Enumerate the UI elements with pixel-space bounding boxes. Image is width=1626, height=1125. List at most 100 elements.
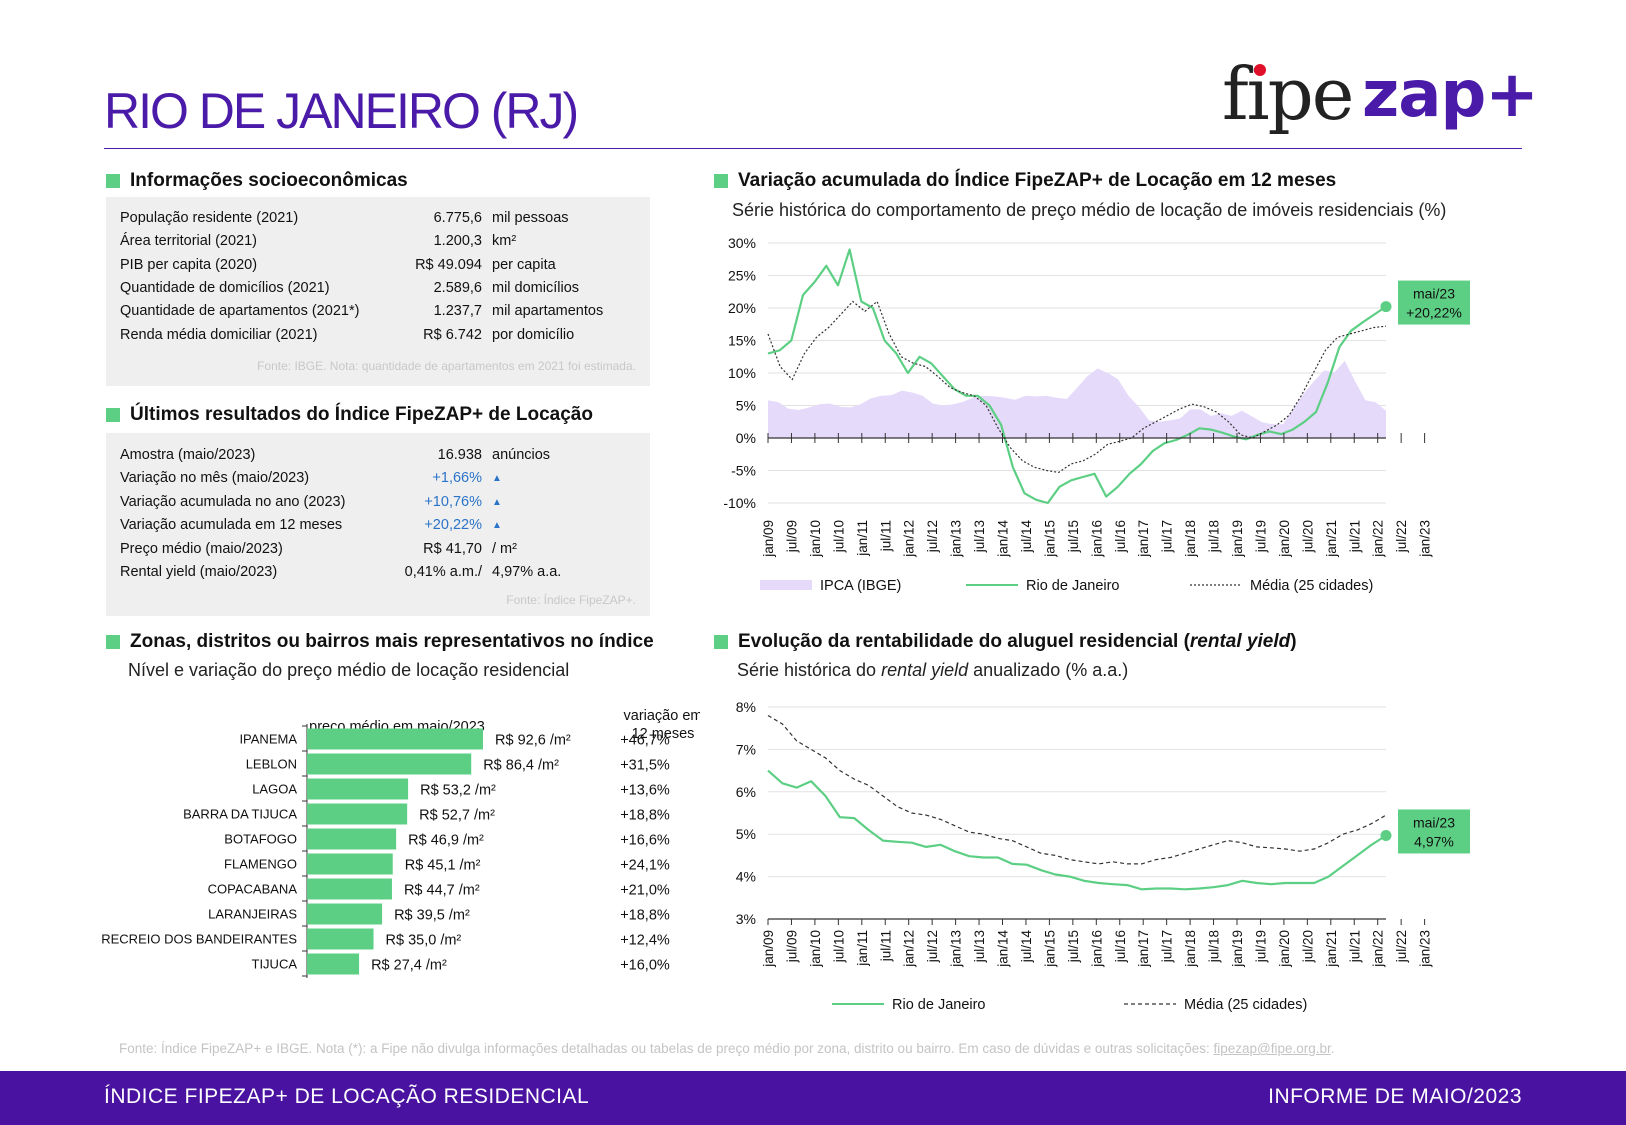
x-tick-label: jul/19 [1253,520,1268,553]
socio-row: População residente (2021) 6.775,6 mil pes… [106,210,650,232]
zones-category-label: LAGOA [252,782,297,797]
bottom-band: ÍNDICE FIPEZAP+ DE LOCAÇÃO RESIDENCIAL I… [0,1071,1626,1125]
x-tick-label: jul/22 [1394,520,1409,553]
x-tick-label: jul/11 [878,520,893,552]
zones-variation-label: +13,6% [620,783,670,799]
yield-subtitle: Série histórica do rental yield anualiza… [737,660,1128,681]
footer-email-link[interactable]: fipezap@fipe.org.br [1213,1041,1331,1056]
x-tick-label: jul/21 [1347,520,1362,553]
x-tick-label: jan/13 [949,930,964,968]
variation-title-text: Variação acumulada do Índice FipeZAP+ de… [738,170,1337,191]
x-tick-label: jan/12 [902,930,917,968]
zones-value-label: R$ 53,2 /m² [420,783,496,799]
x-tick-label: jan/21 [1324,520,1339,558]
x-tick-label: jan/15 [1042,520,1057,558]
yield-line-chart: 8% 7% 6% 5% 4% 3% jan/09 jul/09 jan/10 jul/10 jan/… [736,699,1470,1013]
socio-info-box: População residente (2021) 6.775,6 mil pes… [106,197,650,386]
zones-subtitle: Nível e variação do preço médio de locaç… [128,660,570,680]
zones-category-label: LEBLON [246,757,297,772]
yield-subtitle-a: Série histórica do [737,660,882,680]
variation-section-title: Variação acumulada do Índice FipeZAP+ de… [714,170,1336,192]
series-rio-line [767,769,1387,891]
y-tick-label: 5% [736,398,756,414]
footer-source-text: Fonte: Índice FipeZAP+ e IBGE. Nota (*):… [119,1041,1214,1056]
x-tick-label: jul/16 [1113,930,1128,963]
zones-col-var-2: 12 meses [632,726,695,742]
x-tick-label: jul/12 [925,520,940,553]
legend-label: Rio de Janeiro [1026,578,1120,594]
results-title-text: Últimos resultados do Índice FipeZAP+ de… [130,404,593,425]
logo-red-dot [1254,64,1266,76]
socio-row-label: População residente (2021) [120,210,299,226]
socio-row: Área territorial (2021) 1.200,3 km² [106,233,650,255]
x-tick-label: jan/23 [1418,520,1433,558]
y-tick-label: -10% [723,495,756,511]
zones-bar [307,953,360,975]
zones-value-label: R$ 52,7 /m² [419,808,495,824]
socio-row-value: 1.200,3 [433,233,482,250]
zones-bar [307,853,393,875]
yield-title-a: Evolução da rentabilidade do aluguel res… [738,631,1190,652]
socio-source: Fonte: IBGE. Nota: quantidade de apartam… [257,359,636,373]
zones-variation-label: +24,1% [620,858,670,874]
socio-row: Renda média domiciliar (2021) R$ 6.742 por… [106,327,650,349]
x-tick-label: jan/17 [1136,930,1151,968]
results-section-title: Últimos resultados do Índice FipeZAP+ de… [106,404,593,426]
zones-title-text: Zonas, distritos ou bairros mais represe… [130,631,654,652]
results-row-unit: anúncios [492,447,551,463]
x-tick-label: jan/14 [996,930,1011,968]
results-info-box: Amostra (maio/2023) 16.938 anúncios Variaçã… [106,433,650,616]
band-right-text: INFORME DE MAIO/2023 [1268,1085,1522,1108]
socio-row-label: Quantidade de apartamentos (2021*) [120,303,360,320]
zones-category-label: TIJUCA [252,957,298,972]
y-tick-label: 4% [736,869,756,885]
x-tick-label: jul/09 [784,930,799,963]
x-tick-label: jan/16 [1089,520,1104,558]
x-tick-label: jul/14 [1019,930,1034,964]
x-tick-label: jan/14 [996,520,1011,558]
socio-row-value: 2.589,6 [433,279,482,296]
y-tick-label: 20% [728,300,756,316]
y-tick-label: 25% [728,268,756,284]
zones-category-label: RECREIO DOS BANDEIRANTES [101,932,297,947]
y-tick-label: 15% [728,333,756,349]
yield-title-c: ) [1290,631,1297,652]
x-tick-label: jul/18 [1207,520,1222,553]
x-tick-label: jan/15 [1042,930,1057,968]
header-divider [104,148,1522,149]
series-media-line [767,300,1387,474]
page-title: RIO DE JANEIRO (RJ) [104,83,579,139]
zones-bar [307,728,483,750]
x-tick-label: jul/12 [925,930,940,963]
x-tick-label: jan/11 [855,520,870,557]
x-tick-label: jan/09 [761,520,776,558]
results-row-label: Variação acumulada no ano (2023) [120,493,346,510]
x-tick-label: jan/10 [808,930,823,968]
zones-value-label: R$ 35,0 /m² [386,933,462,949]
zones-value-label: R$ 27,4 /m² [371,958,447,974]
yield-title-b: rental yield [1189,631,1291,652]
zones-category-label: IPANEMA [239,732,297,747]
x-tick-label: jan/11 [855,930,870,967]
legend-swatch-ipca [760,580,812,590]
y-tick-label: -5% [731,463,756,479]
x-tick-label: jul/13 [972,930,987,963]
legend-label: Rio de Janeiro [892,997,986,1013]
yield-subtitle-c: anualizado (% a.a.) [968,660,1129,680]
zones-variation-label: +46,7% [620,733,670,749]
x-tick-label: jan/20 [1277,520,1292,558]
results-row-unit: / m² [492,540,517,557]
x-tick-label: jul/16 [1113,520,1128,553]
zones-value-label: R$ 92,6 /m² [495,733,571,749]
y-tick-label: 0% [736,430,756,446]
socio-row: Quantidade de apartamentos (2021*) 1.237,… [106,303,650,325]
zones-variation-label: +18,8% [620,808,670,824]
x-tick-label: jan/21 [1324,930,1339,968]
y-tick-label: 7% [736,741,756,757]
socio-row-value: 6.775,6 [433,210,482,226]
x-tick-label: jan/19 [1230,520,1245,558]
zones-variation-label: +18,8% [620,908,670,924]
variation-line-chart: 30% 25% 20% 15% 10% 5% 0% -5% -10% jan/09 jul/09 ja… [723,235,1470,594]
zones-category-label: COPACABANA [208,882,298,897]
socio-row: PIB per capita (2020) R$ 49.094 per capita [106,257,650,279]
